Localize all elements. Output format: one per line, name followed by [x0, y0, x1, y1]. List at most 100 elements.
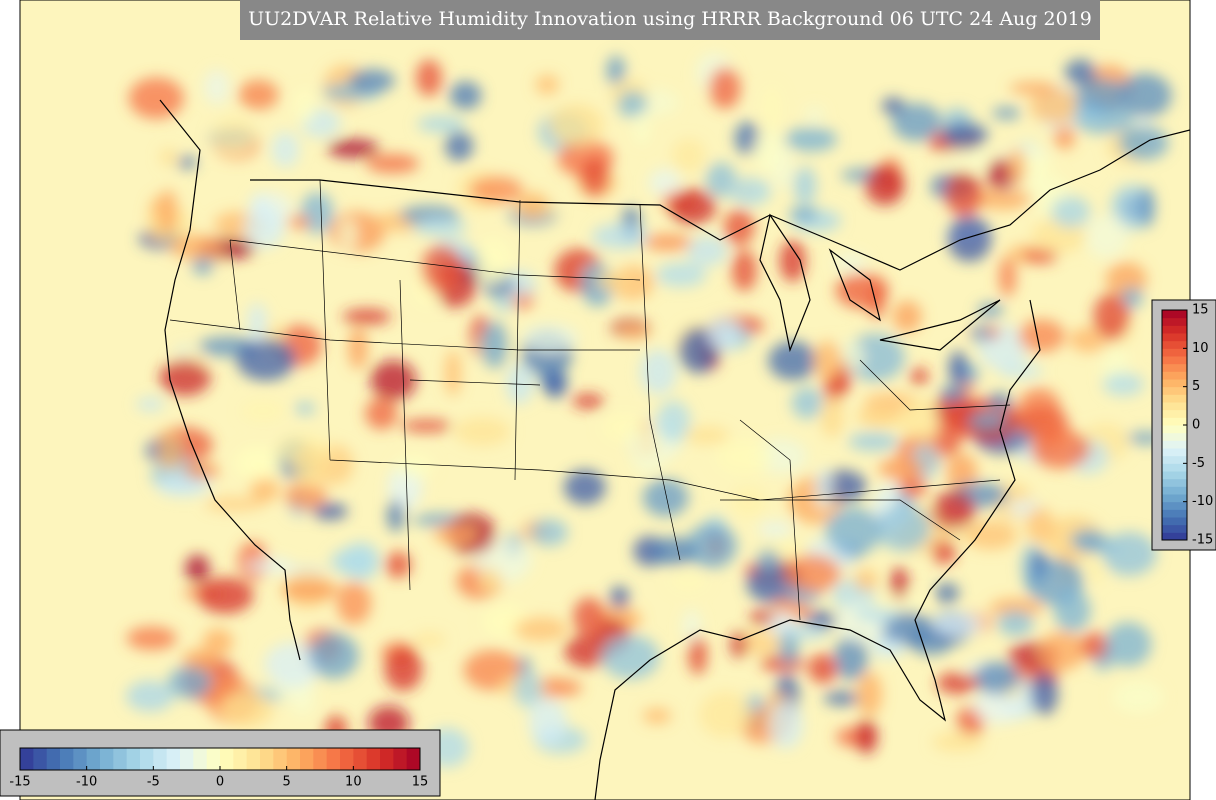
horizontal-colorbar: -15 -10 -5 0 5 10 15: [9, 747, 429, 790]
field-patch: [328, 211, 386, 253]
field-patch: [709, 67, 741, 109]
field-patch: [197, 577, 254, 614]
field-patch: [128, 77, 184, 119]
field-patch: [813, 340, 843, 381]
colorbar-segment: [366, 748, 381, 770]
field-patch: [167, 666, 212, 699]
colorbar-segment: [1162, 317, 1187, 326]
field-patch: [855, 407, 898, 426]
colorbar-tick-label: 10: [345, 775, 362, 790]
boundaries: [159, 99, 1190, 800]
field-patch: [642, 478, 689, 517]
field-patch: [880, 595, 928, 612]
great-lakes: [759, 213, 1001, 353]
field-patch: [136, 397, 165, 412]
field-patch: [971, 323, 990, 345]
field-patch: [1135, 115, 1152, 128]
field-patch: [639, 349, 677, 395]
field-patch: [1025, 506, 1054, 544]
field-patch: [685, 523, 738, 569]
field-patch: [203, 69, 230, 105]
field-patch: [236, 338, 296, 381]
field-patch: [656, 400, 691, 443]
field-patch: [468, 176, 523, 204]
field-patch: [205, 497, 264, 511]
field-patch: [1085, 214, 1129, 259]
field-patch: [126, 680, 175, 712]
field-patch: [804, 611, 839, 630]
colorbar-tick-label: -10: [1192, 494, 1213, 509]
colorbar-segment: [1162, 333, 1187, 342]
field-patch: [855, 608, 901, 622]
field-patch: [936, 672, 980, 694]
colorbar-segment: [1162, 356, 1187, 365]
colorbar-segment: [1162, 440, 1187, 449]
field-patch: [946, 453, 978, 492]
field-patch: [339, 218, 358, 251]
colorbar-segment: [1162, 379, 1187, 388]
field-patch: [454, 417, 511, 446]
field-patch: [672, 138, 706, 173]
field-patch: [245, 558, 295, 574]
field-patch: [890, 566, 909, 601]
field-patch: [1138, 187, 1155, 228]
field-patch: [157, 189, 178, 234]
field-patch: [572, 597, 606, 638]
colorbar-segment: [1162, 409, 1187, 418]
field-patch: [825, 507, 882, 555]
field-patch: [250, 476, 279, 503]
field-patch: [1021, 248, 1058, 264]
colorbar-segment: [326, 748, 341, 770]
field-patch: [395, 454, 434, 478]
colorbar-segment: [206, 748, 221, 770]
field-patch: [609, 585, 630, 610]
field-patch: [617, 324, 652, 340]
colorbar-segment: [1162, 494, 1187, 503]
field-patch: [899, 397, 946, 440]
field-patch: [879, 610, 933, 647]
field-patch: [1053, 589, 1091, 632]
field-patch: [530, 518, 568, 547]
field-patch: [876, 504, 931, 552]
field-patch: [643, 233, 693, 251]
field-patch: [1018, 319, 1065, 353]
field-patch: [856, 719, 878, 755]
field-patch: [753, 129, 786, 174]
field-patch: [1085, 558, 1105, 584]
field-patch: [891, 103, 942, 142]
field-patch: [287, 215, 311, 229]
field-patch: [444, 131, 474, 162]
field-patch: [220, 690, 274, 728]
field-patch: [783, 554, 841, 593]
colorbar-tick-label: 15: [412, 775, 429, 790]
field-patch: [931, 539, 957, 565]
field-patch: [867, 283, 886, 320]
colorbar-segment: [20, 748, 34, 770]
colorbar-segment: [1162, 517, 1187, 526]
field-patch: [513, 671, 543, 708]
field-patch: [126, 626, 177, 651]
colorbar-segment: [1162, 432, 1187, 441]
field-patch: [999, 256, 1017, 297]
colorbar-segment: [153, 748, 168, 770]
field-patch: [986, 158, 1015, 190]
field-patch: [779, 239, 806, 282]
colorbar-segment: [380, 748, 394, 770]
field-patch: [1080, 632, 1111, 660]
field-patch: [688, 635, 707, 675]
colorbar-segment: [166, 748, 181, 770]
field-patch: [202, 628, 233, 656]
field-patch: [805, 106, 824, 125]
colorbar-segment: [273, 748, 288, 770]
field-patch: [1007, 147, 1026, 188]
colorbar-tick-label: -5: [147, 775, 160, 790]
field-patch: [684, 426, 730, 445]
colorbar-tick-label: -15: [9, 775, 30, 790]
field-patch: [348, 327, 368, 370]
colorbar-segment: [1162, 325, 1187, 334]
field-patch: [1064, 59, 1097, 86]
field-patch: [973, 661, 1019, 695]
field-patch: [814, 467, 833, 510]
field-patch: [591, 223, 649, 250]
field-patch: [864, 165, 905, 206]
